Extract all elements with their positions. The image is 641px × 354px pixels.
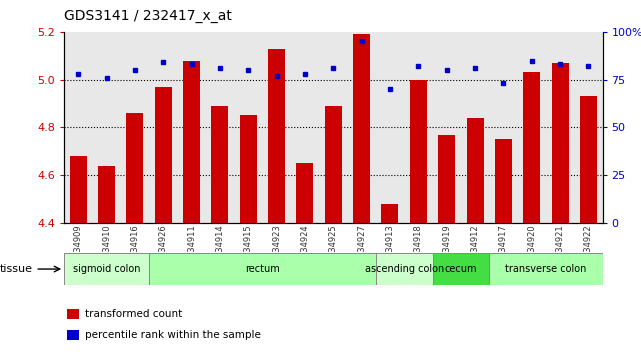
Bar: [551, 63, 569, 223]
Bar: [438, 135, 455, 223]
Text: percentile rank within the sample: percentile rank within the sample: [85, 330, 260, 340]
Bar: [410, 80, 427, 223]
Bar: [126, 113, 144, 223]
Bar: [325, 106, 342, 223]
Bar: [67, 330, 79, 340]
Bar: [98, 166, 115, 223]
Bar: [240, 115, 257, 223]
Text: sigmoid colon: sigmoid colon: [73, 264, 140, 274]
Bar: [64, 253, 149, 285]
Bar: [381, 204, 399, 223]
Bar: [70, 156, 87, 223]
Bar: [580, 96, 597, 223]
Bar: [489, 253, 603, 285]
Bar: [433, 253, 489, 285]
Bar: [67, 309, 79, 319]
Text: ascending colon: ascending colon: [365, 264, 444, 274]
Bar: [183, 61, 200, 223]
Bar: [268, 48, 285, 223]
Text: rectum: rectum: [245, 264, 280, 274]
Bar: [376, 253, 433, 285]
Bar: [212, 106, 228, 223]
Bar: [523, 73, 540, 223]
Bar: [297, 163, 313, 223]
Text: transverse colon: transverse colon: [505, 264, 587, 274]
Bar: [353, 34, 370, 223]
Bar: [154, 87, 172, 223]
Text: cecum: cecum: [445, 264, 477, 274]
Text: transformed count: transformed count: [85, 309, 182, 319]
Bar: [495, 139, 512, 223]
Bar: [467, 118, 483, 223]
Text: tissue: tissue: [0, 264, 60, 274]
Bar: [149, 253, 376, 285]
Text: GDS3141 / 232417_x_at: GDS3141 / 232417_x_at: [64, 9, 232, 23]
